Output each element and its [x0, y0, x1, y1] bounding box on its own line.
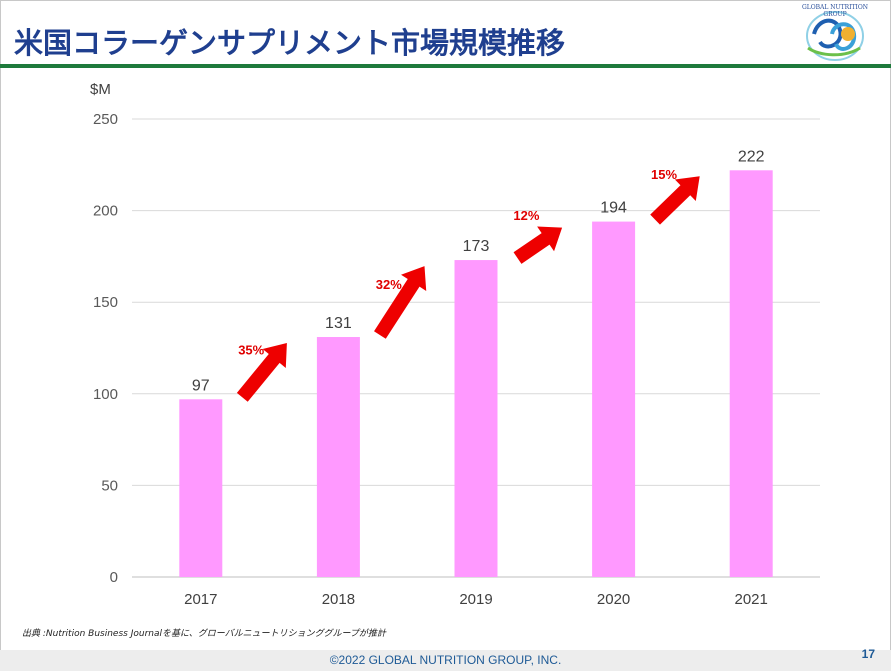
y-axis-unit-label: $M	[90, 81, 111, 98]
x-tick-label: 2019	[459, 591, 492, 608]
growth-arrow	[513, 226, 563, 264]
copyright-text: ©2022 GLOBAL NUTRITION GROUP, INC.	[329, 653, 562, 667]
bar-chart: $M 0 50 100 150 200 250 97 2017 131 2018 173 2019 194…	[90, 81, 820, 608]
x-tick-label: 2020	[597, 591, 630, 608]
growth-rate-label: 32%	[376, 277, 402, 292]
source-note: 出典 :Nutrition Business Journalを基に、グローバルニ…	[22, 629, 386, 639]
x-tick-label: 2021	[735, 591, 768, 608]
bar-value-label: 194	[600, 200, 627, 217]
footer-bar	[0, 650, 891, 671]
page-number: 17	[861, 647, 875, 661]
y-tick-label: 200	[93, 203, 118, 220]
company-logo: GLOBAL NUTRITION GROUP	[796, 4, 874, 64]
bar	[592, 221, 636, 578]
bar	[316, 337, 360, 577]
y-tick-label: 250	[93, 111, 118, 128]
growth-rate-label: 12%	[513, 208, 539, 223]
x-tick-label: 2017	[184, 591, 217, 608]
title-underline	[0, 64, 891, 68]
y-tick-label: 100	[93, 386, 118, 403]
y-tick-label: 0	[110, 569, 118, 586]
bar	[179, 399, 223, 577]
bar-value-label: 97	[192, 377, 210, 394]
y-tick-label: 50	[101, 477, 118, 494]
bar	[454, 260, 498, 577]
growth-rate-label: 35%	[238, 342, 264, 357]
growth-arrow	[374, 266, 427, 339]
slide-title: 米国コラーゲンサプリメント市場規模推移	[14, 26, 566, 60]
bar-value-label: 173	[463, 238, 490, 255]
logo-text: GLOBAL NUTRITION GROUP	[801, 4, 869, 18]
growth-rate-label: 15%	[651, 167, 677, 182]
logo-emblem-icon	[806, 11, 864, 61]
bar-value-label: 131	[325, 315, 352, 332]
x-tick-label: 2018	[322, 591, 355, 608]
growth-arrow	[236, 343, 287, 402]
growth-arrow	[650, 176, 700, 225]
y-tick-label: 150	[93, 294, 118, 311]
bar	[729, 170, 773, 577]
bar-value-label: 222	[738, 148, 765, 165]
